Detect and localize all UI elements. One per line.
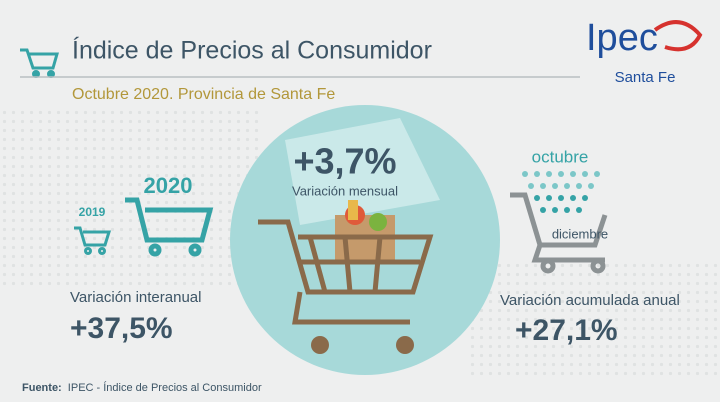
dot <box>582 171 588 177</box>
dot <box>576 207 582 213</box>
logo-swoosh <box>653 20 703 52</box>
year-current: 2020 <box>144 173 193 198</box>
monthly-value: +3,7% <box>293 141 396 182</box>
logo: Ipec <box>586 17 658 59</box>
cumulative-label: Variación acumulada anual <box>500 292 680 309</box>
dot <box>558 171 564 177</box>
dot <box>570 195 576 201</box>
cart-2019 <box>74 226 112 255</box>
dot <box>558 195 564 201</box>
cumulative-value: +27,1% <box>515 314 618 347</box>
logo-region: Santa Fe <box>615 69 676 86</box>
dot-grid <box>522 171 600 213</box>
dot <box>540 207 546 213</box>
dot <box>588 183 594 189</box>
dot <box>528 183 534 189</box>
shopping-cart <box>258 200 434 354</box>
dot <box>546 171 552 177</box>
source: IPEC - Índice de Precios al Consumidor <box>68 381 262 394</box>
dot <box>534 195 540 201</box>
highlight <box>285 118 440 225</box>
yearly-value: +37,5% <box>70 312 173 345</box>
dot <box>576 183 582 189</box>
subtitle: Octubre 2020. Provincia de Santa Fe <box>72 86 335 103</box>
cart-2020 <box>125 197 214 257</box>
monthly-label: Variación mensual <box>292 183 398 198</box>
dot <box>546 195 552 201</box>
dot <box>570 171 576 177</box>
yearly-label: Variación interanual <box>70 289 201 306</box>
footer: Fuente: IPEC - Índice de Precios al Cons… <box>22 381 262 394</box>
dot <box>564 183 570 189</box>
title: Índice de Precios al Consumidor <box>72 36 432 65</box>
dot <box>540 183 546 189</box>
year-previous: 2019 <box>79 205 106 219</box>
cart-cumulative <box>510 192 608 274</box>
source-label: Fuente: <box>22 382 62 394</box>
dot <box>582 195 588 201</box>
dot <box>552 183 558 189</box>
dot <box>564 207 570 213</box>
month-to: diciembre <box>552 226 608 241</box>
dot <box>552 207 558 213</box>
dot <box>594 171 600 177</box>
dot <box>534 171 540 177</box>
month-from: octubre <box>532 147 589 166</box>
dot <box>522 171 528 177</box>
dot-pattern <box>470 260 720 380</box>
